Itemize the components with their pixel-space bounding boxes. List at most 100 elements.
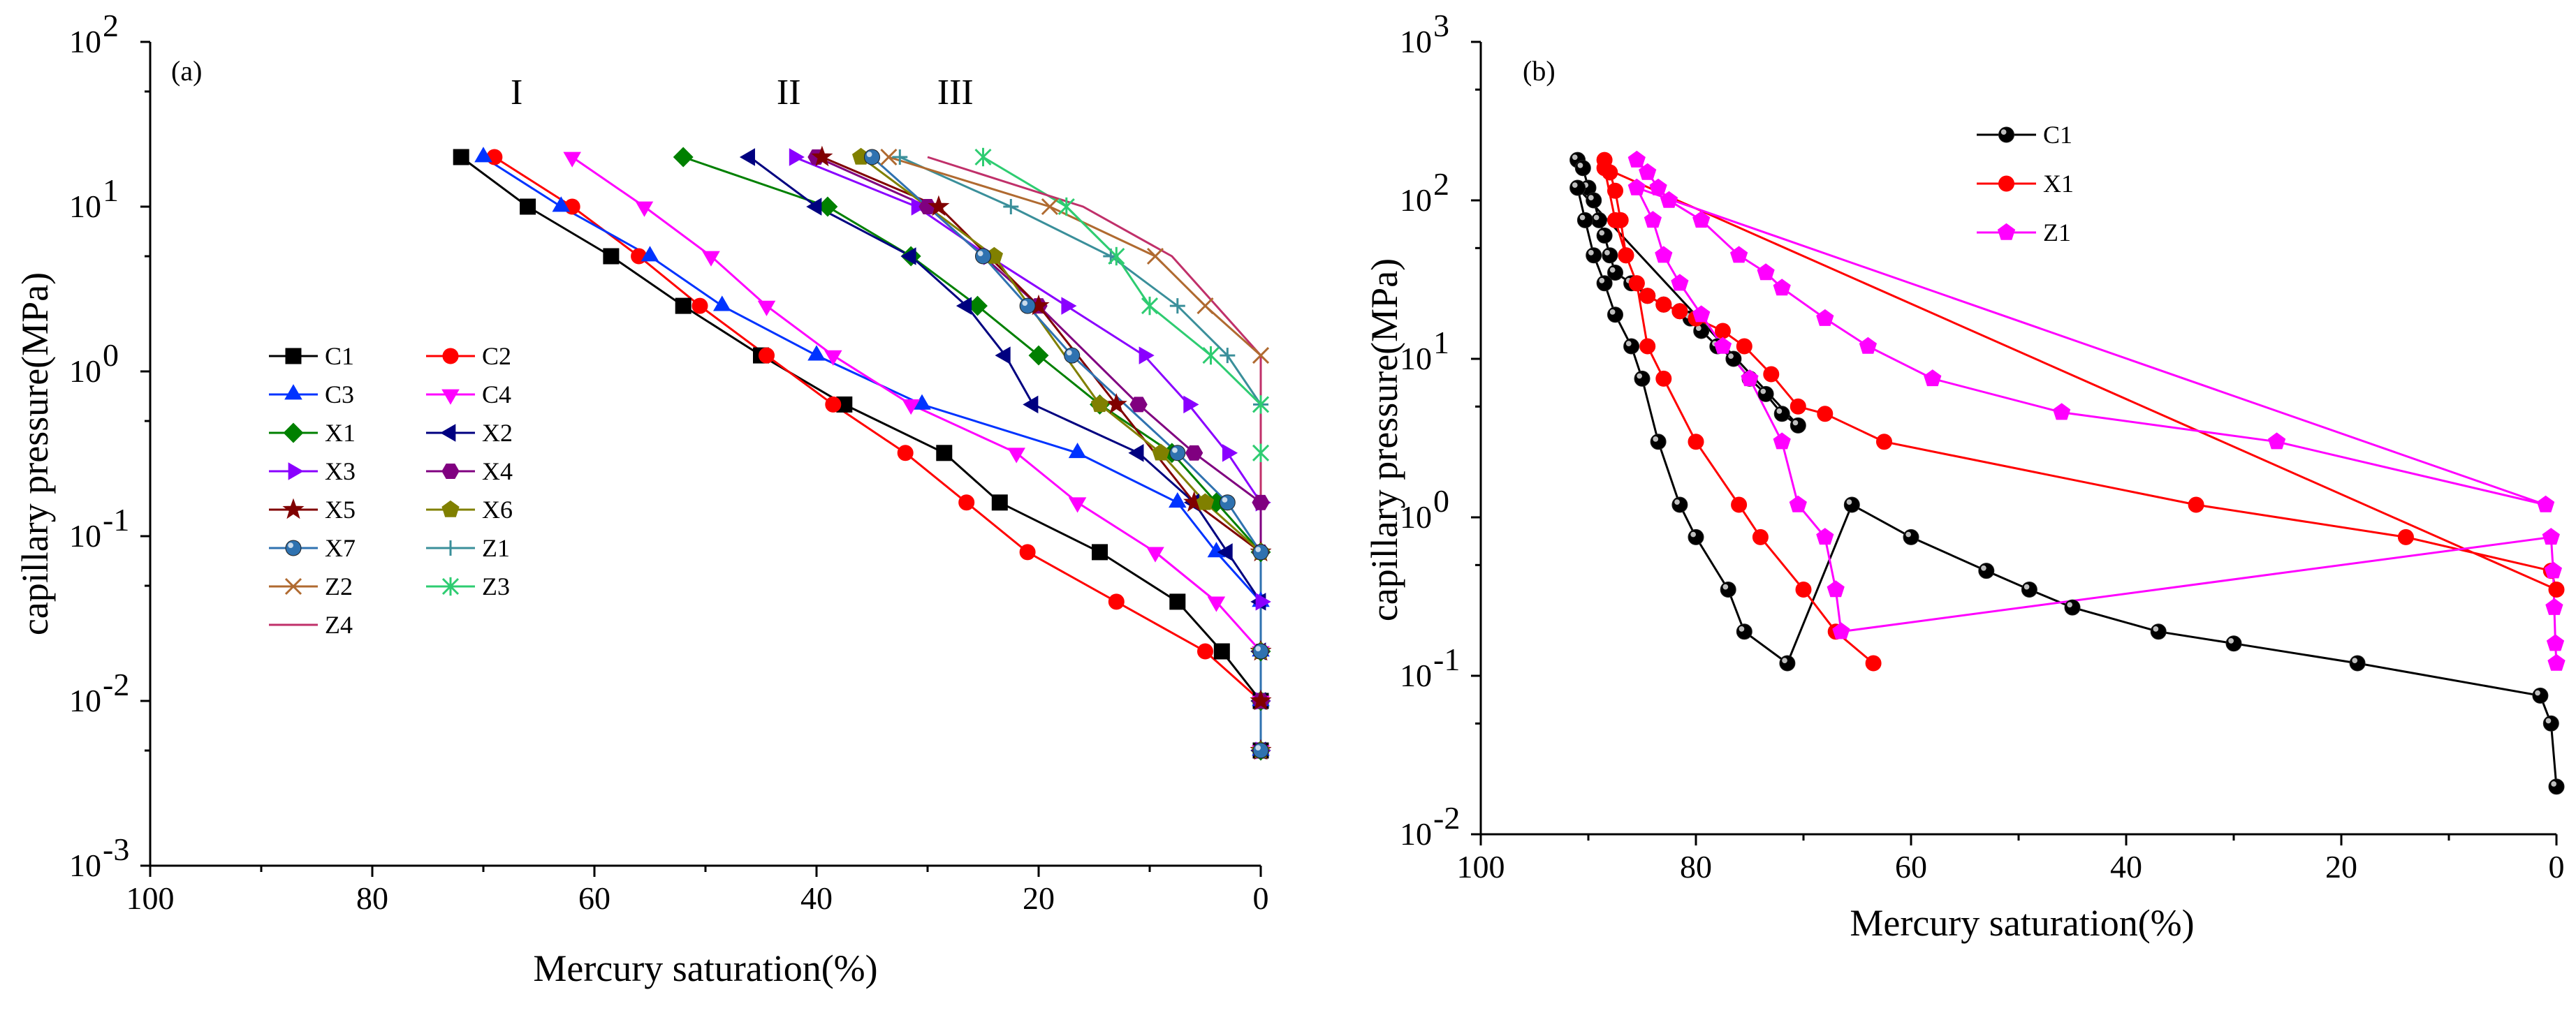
data-point-c1	[1569, 179, 1586, 196]
data-point-z1	[1832, 622, 1850, 639]
data-point-z1	[2544, 561, 2563, 579]
y-tick-exponent-b: 0	[1433, 483, 1449, 519]
annotations-a: I II III	[511, 73, 974, 112]
legend-marker	[285, 540, 302, 556]
data-point-x6	[1090, 395, 1109, 413]
data-point-z1	[1827, 580, 1845, 598]
data-point-z1	[1773, 432, 1791, 450]
data-point-x1	[1639, 338, 1656, 355]
data-point-c1	[2225, 635, 2242, 652]
legend-a: C1 C2 C3 C4 X1 X2 X3 X4 X5 X6 X7 Z1 Z2 Z3 Z4	[269, 342, 513, 639]
x-axis-title-b: Mercury saturation(%)	[1850, 902, 2194, 944]
legend-label: X4	[482, 457, 513, 485]
legend-label: C2	[482, 342, 511, 370]
legend-label: Z3	[482, 572, 510, 600]
data-point-c1	[1671, 496, 1688, 513]
y-tick-label-b: 10	[1400, 341, 1432, 376]
legend-item-x6: X6	[426, 496, 513, 524]
y-tick-label-b: 10	[1400, 658, 1432, 693]
legend-label: X6	[482, 496, 513, 524]
series-group-a	[453, 145, 1272, 761]
region-label: III	[937, 73, 974, 112]
data-point-c1	[520, 198, 536, 215]
legend-label: C1	[2043, 121, 2072, 149]
data-point-c1	[1693, 323, 1710, 339]
data-point-c1	[2150, 623, 2167, 640]
region-label: II	[777, 73, 801, 112]
data-point-z2	[1196, 297, 1214, 315]
data-point-x1	[1817, 406, 1834, 422]
data-point-z3	[1202, 346, 1220, 365]
data-point-x1	[1671, 303, 1688, 320]
data-point-c3	[641, 246, 659, 262]
data-point-z3	[1141, 296, 1159, 316]
legend-item-z4: Z4	[269, 611, 353, 639]
data-point-x3	[1222, 444, 1238, 462]
data-point-c1	[1720, 582, 1736, 598]
x-tick-label-a: 40	[800, 880, 833, 916]
data-point-c1	[1586, 247, 1602, 264]
data-point-z1	[1816, 528, 1834, 545]
data-point-c4	[1007, 448, 1025, 464]
legend-item-x7: X7	[269, 534, 356, 562]
series-line-x1	[1603, 159, 2559, 665]
legend-marker	[285, 348, 302, 364]
data-point-z1	[1729, 246, 1748, 263]
series-line-z1	[899, 156, 1262, 406]
data-point-c2	[825, 396, 842, 413]
x-tick-label-a: 100	[126, 880, 175, 916]
data-point-c1	[1757, 385, 1774, 402]
x-tick-label-b: 60	[1895, 849, 1927, 885]
data-point-c1	[1736, 623, 1752, 640]
y-tick-label-a: 10	[69, 848, 101, 883]
data-point-z3	[1252, 395, 1270, 414]
data-point-c2	[1019, 544, 1036, 561]
data-point-c4	[635, 201, 654, 217]
data-point-x3	[1255, 593, 1271, 611]
data-point-x1	[1715, 323, 1731, 339]
data-point-c4	[1068, 497, 1087, 513]
data-point-z1	[1649, 178, 1667, 195]
data-point-c1	[1596, 275, 1613, 292]
data-point-c3	[474, 147, 492, 163]
data-point-c4	[1207, 596, 1226, 612]
data-point-x5	[811, 145, 833, 167]
y-tick-label-a: 10	[69, 24, 101, 59]
legend-marker	[440, 424, 456, 442]
x-tick-label-a: 80	[356, 880, 388, 916]
data-point-z3	[1058, 197, 1075, 216]
data-point-c1	[2349, 655, 2366, 672]
legend-marker	[284, 577, 302, 596]
data-point-x1	[1688, 434, 1704, 450]
data-point-c1	[1213, 643, 1230, 660]
data-point-x4	[1252, 494, 1270, 510]
data-point-x4	[1185, 445, 1203, 461]
data-point-x2	[956, 297, 972, 315]
legend-label: X7	[325, 534, 356, 562]
legend-marker	[1997, 223, 2016, 240]
legend-marker	[443, 540, 458, 556]
data-point-c4	[1146, 547, 1164, 563]
data-point-z1	[2546, 634, 2565, 651]
data-point-x7	[864, 149, 880, 165]
y-tick-label-b: 10	[1400, 499, 1432, 535]
data-point-c2	[691, 297, 708, 314]
y-tick-exponent-a: -3	[103, 831, 129, 867]
data-point-x1	[1607, 182, 1623, 199]
data-point-x1	[1655, 370, 1672, 387]
legend-label: X2	[482, 419, 513, 447]
data-point-c2	[1197, 643, 1213, 660]
x-tick-label-b: 80	[1680, 849, 1712, 885]
y-tick-exponent-a: 1	[103, 172, 119, 208]
data-point-x5	[1250, 689, 1272, 711]
data-point-x1	[2397, 528, 2414, 545]
data-point-c1	[675, 297, 691, 314]
legend-label: X3	[325, 457, 356, 485]
data-point-c1	[1634, 370, 1651, 387]
data-point-c1	[1602, 247, 1618, 264]
data-point-x1	[1752, 528, 1769, 545]
data-point-c1	[1607, 306, 1623, 323]
